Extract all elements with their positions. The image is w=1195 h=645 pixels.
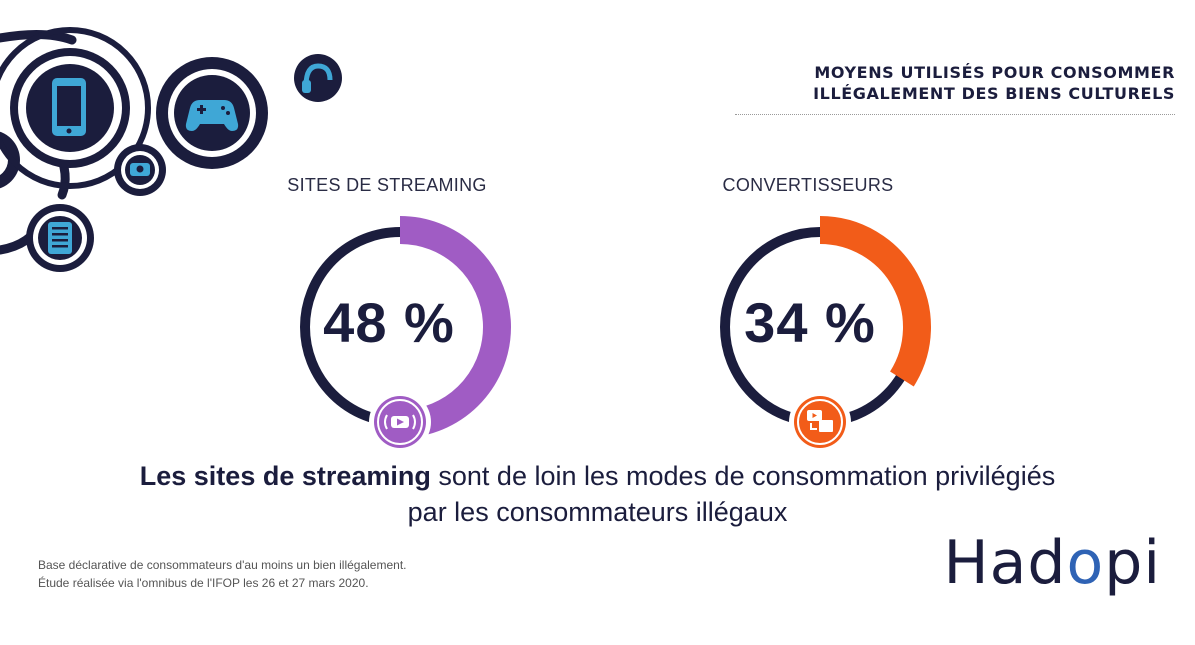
headphones-icon — [302, 63, 333, 93]
headline-line-2: par les consommateurs illégaux — [407, 497, 788, 527]
hadopi-logo: Hadopi — [943, 528, 1161, 598]
converters-label: CONVERTISSEURS — [722, 175, 894, 195]
streaming-percent: 48 % — [323, 291, 455, 354]
badge-inner-ring — [797, 399, 843, 445]
device-circles-illustration — [0, 27, 342, 272]
footnote-line-2: Étude réalisée via l'omnibus de l'IFOP l… — [38, 576, 369, 590]
title-divider — [735, 114, 1175, 115]
headline-rest: sont de loin les modes de consommation p… — [430, 461, 1056, 491]
gauge-value-arc — [819, 216, 931, 387]
camera-icon — [130, 163, 150, 176]
converters-gauge — [720, 216, 931, 453]
chart-title-line-2: ILLÉGALEMENT DES BIENS CULTURELS — [813, 84, 1175, 103]
footnote-line-1: Base déclarative de consommateurs d'au m… — [38, 558, 407, 572]
headline: Les sites de streaming sont de loin les … — [0, 458, 1195, 530]
streaming-label: SITES DE STREAMING — [287, 175, 487, 195]
chart-title-line-1: MOYENS UTILISÉS POUR CONSOMMER — [814, 63, 1175, 82]
smartphone-icon — [52, 78, 86, 136]
gamepad-icon — [185, 100, 239, 131]
footnote: Base déclarative de consommateurs d'au m… — [38, 556, 407, 592]
gauge-value-arc — [399, 216, 511, 438]
ereader-icon — [48, 222, 72, 254]
streaming-play-icon — [384, 414, 416, 430]
streaming-gauge — [300, 216, 511, 453]
video-to-mp3-icon — [807, 410, 833, 432]
chart-title: MOYENS UTILISÉS POUR CONSOMMER ILLÉGALEM… — [655, 62, 1175, 104]
headline-bold: Les sites de streaming — [139, 461, 431, 491]
badge-inner-ring — [377, 399, 423, 445]
converters-percent: 34 % — [744, 291, 876, 354]
